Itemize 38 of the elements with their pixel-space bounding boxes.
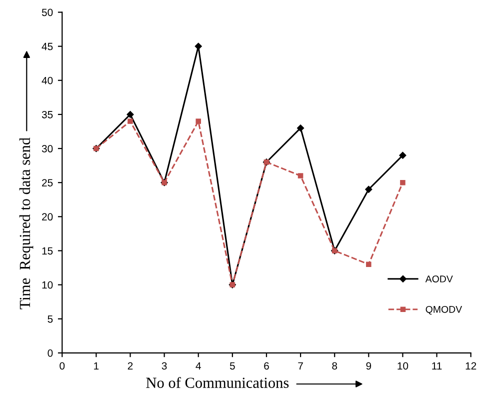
point [400,180,406,186]
point [126,111,134,118]
x-tick-label: 11 [432,362,442,370]
x-tick-label: 1 [94,362,99,370]
x-tick-label: 0 [60,362,65,370]
point [365,186,372,193]
y-tick-label: 45 [42,42,53,50]
y-tick-label: 50 [42,8,53,16]
y-tick-label: 30 [42,145,53,152]
x-tick-label: 4 [196,362,201,370]
x-tick-label: 7 [298,362,303,370]
x-tick-label: 6 [264,362,269,370]
y-tick-label: 10 [42,281,53,289]
x-tick-label: 3 [162,362,167,370]
x-tick-label: 5 [230,362,235,370]
x-axis-title: No of Communications [146,377,289,388]
y-tick-label: 20 [42,213,53,221]
y-tick-label: 15 [42,247,53,255]
y-tick-label: 25 [42,179,53,186]
legend-label: QMODV [426,306,462,315]
x-tick-label: 8 [332,362,338,370]
y-tick-label: 35 [42,110,53,118]
y-tick-label: 5 [48,315,53,323]
point [128,118,133,124]
point [297,124,304,132]
y-tick-label: 40 [42,76,53,84]
x-tick-label: 2 [128,362,133,370]
legend-label: AODV [425,276,453,282]
y-axis-title: Time Required to data send [19,138,34,310]
y-tick-label: 0 [48,349,53,357]
x-tick-label: 9 [366,362,372,370]
point [298,173,304,178]
x-tick-label: 10 [398,362,408,370]
point [366,262,372,267]
point [196,118,202,124]
point [194,42,202,50]
point [399,152,406,159]
x-tick-label: 12 [466,362,476,370]
